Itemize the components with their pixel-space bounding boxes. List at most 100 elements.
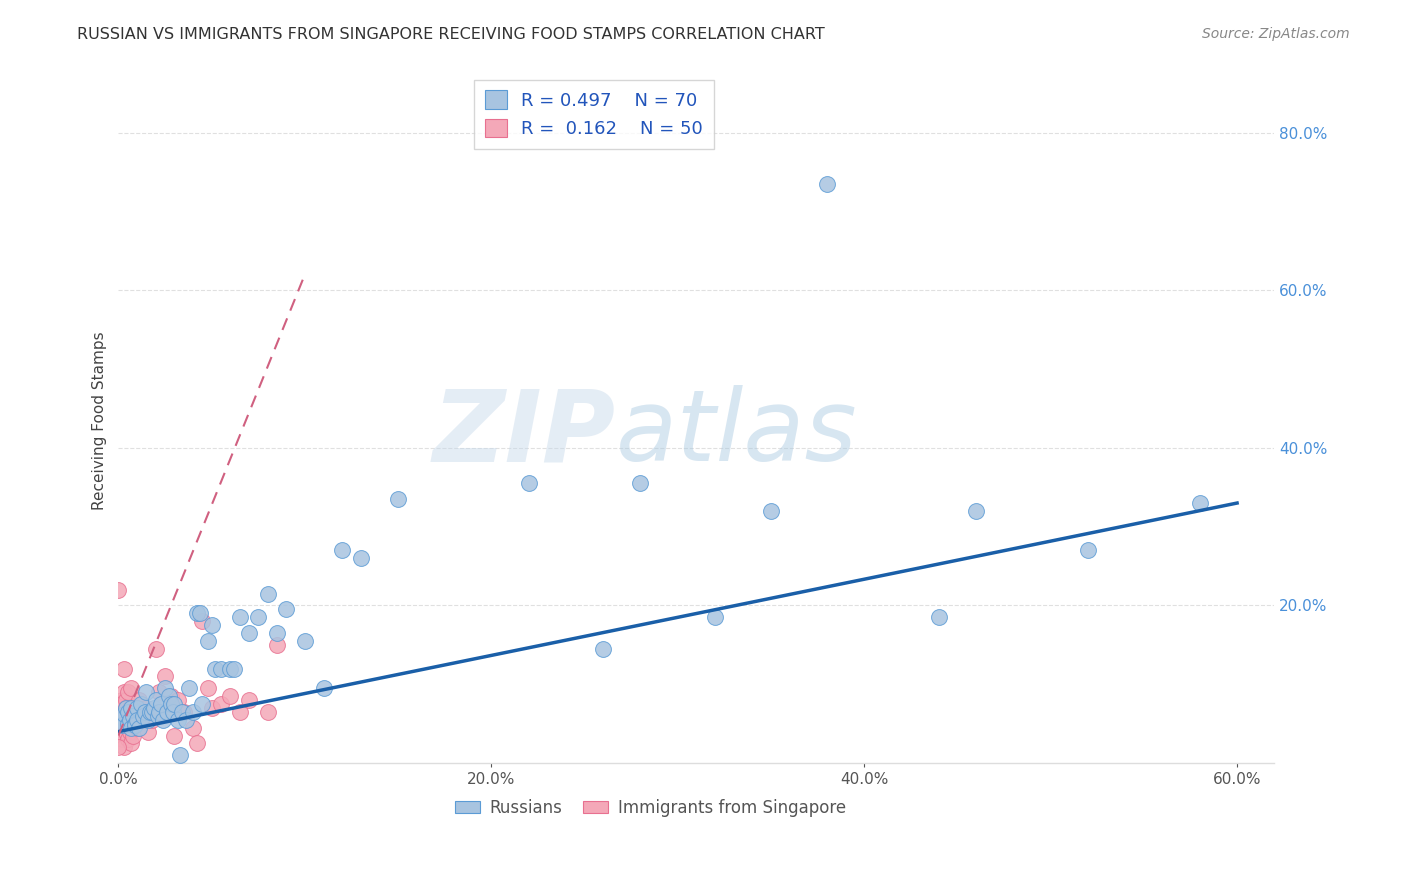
Point	[815, 177, 838, 191]
Point	[256, 587, 278, 601]
Point	[127, 713, 149, 727]
Point	[153, 681, 176, 696]
Point	[1077, 543, 1099, 558]
Point	[110, 716, 132, 731]
Point	[169, 748, 191, 763]
Point	[129, 713, 152, 727]
Point	[197, 681, 219, 696]
Point	[110, 724, 132, 739]
Point	[135, 701, 157, 715]
Point	[204, 661, 226, 675]
Point	[209, 661, 232, 675]
Point	[115, 701, 138, 715]
Point	[170, 705, 193, 719]
Point	[121, 721, 143, 735]
Point	[174, 713, 197, 727]
Point	[127, 721, 149, 735]
Point	[118, 724, 141, 739]
Point	[121, 681, 143, 696]
Point	[141, 705, 163, 719]
Point	[965, 504, 987, 518]
Point	[209, 697, 232, 711]
Point	[118, 701, 141, 715]
Point	[266, 626, 288, 640]
Point	[112, 707, 135, 722]
Point	[128, 693, 150, 707]
Point	[163, 729, 186, 743]
Point	[517, 476, 540, 491]
Point	[201, 701, 224, 715]
Point	[387, 492, 409, 507]
Point	[110, 713, 132, 727]
Point	[228, 610, 250, 624]
Point	[124, 716, 146, 731]
Point	[159, 697, 181, 711]
Point	[592, 641, 614, 656]
Point	[112, 661, 135, 675]
Point	[139, 705, 162, 719]
Point	[146, 709, 169, 723]
Point	[181, 705, 204, 719]
Point	[167, 693, 190, 707]
Legend: Russians, Immigrants from Singapore: Russians, Immigrants from Singapore	[449, 792, 852, 823]
Point	[163, 697, 186, 711]
Point	[186, 736, 208, 750]
Point	[111, 693, 134, 707]
Point	[759, 504, 782, 518]
Point	[330, 543, 353, 558]
Point	[115, 701, 138, 715]
Point	[107, 582, 129, 597]
Point	[150, 697, 173, 711]
Point	[350, 551, 373, 566]
Point	[201, 618, 224, 632]
Point	[124, 701, 146, 715]
Point	[129, 697, 152, 711]
Point	[156, 705, 179, 719]
Point	[115, 693, 138, 707]
Point	[219, 661, 242, 675]
Point	[228, 705, 250, 719]
Point	[153, 669, 176, 683]
Point	[112, 716, 135, 731]
Point	[159, 689, 181, 703]
Point	[112, 685, 135, 699]
Point	[131, 709, 153, 723]
Point	[294, 634, 316, 648]
Point	[111, 709, 134, 723]
Point	[238, 693, 260, 707]
Point	[148, 685, 170, 699]
Point	[238, 626, 260, 640]
Point	[121, 736, 143, 750]
Point	[117, 705, 139, 719]
Point	[111, 732, 134, 747]
Point	[128, 721, 150, 735]
Point	[117, 713, 139, 727]
Point	[276, 602, 298, 616]
Point	[111, 718, 134, 732]
Point	[141, 713, 163, 727]
Point	[157, 689, 180, 703]
Point	[266, 638, 288, 652]
Point	[117, 716, 139, 731]
Point	[247, 610, 270, 624]
Point	[181, 721, 204, 735]
Point	[219, 689, 242, 703]
Point	[145, 693, 167, 707]
Point	[124, 718, 146, 732]
Point	[122, 709, 145, 723]
Point	[134, 705, 156, 719]
Point	[1188, 496, 1211, 510]
Point	[179, 681, 201, 696]
Point	[136, 724, 159, 739]
Point	[117, 685, 139, 699]
Point	[148, 705, 170, 719]
Point	[127, 701, 149, 715]
Point	[928, 610, 950, 624]
Point	[167, 713, 190, 727]
Point	[107, 740, 129, 755]
Point	[222, 661, 245, 675]
Point	[145, 641, 167, 656]
Point	[152, 713, 174, 727]
Point	[131, 709, 153, 723]
Point	[190, 607, 212, 621]
